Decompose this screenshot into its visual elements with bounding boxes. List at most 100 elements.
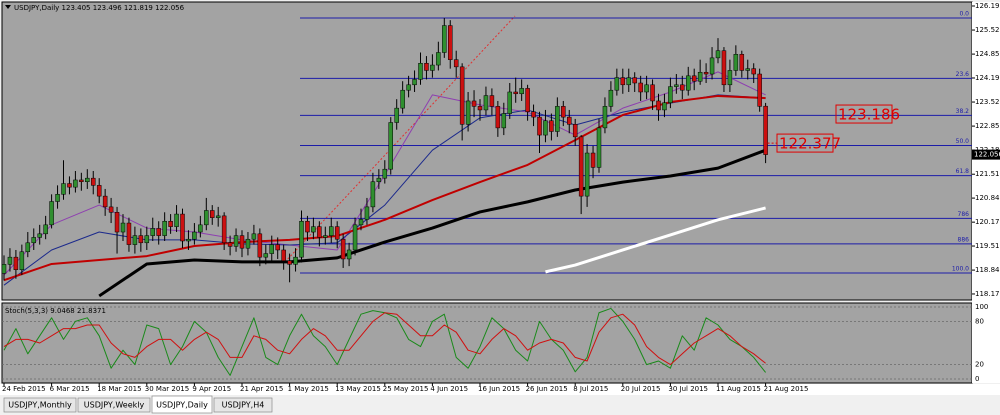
- chart-header: USDJPY,Daily 123.405 123.496 121.819 122…: [14, 4, 185, 12]
- price-scale: [972, 2, 1000, 383]
- candle-body: [329, 226, 334, 236]
- candle-body: [590, 152, 596, 168]
- x-tick-label: 13 May 2015: [335, 385, 381, 393]
- moving-average: [3, 94, 766, 282]
- tab[interactable]: [151, 395, 213, 414]
- candle-body: [150, 228, 155, 236]
- candle-body: [596, 127, 602, 168]
- menu-arrow[interactable]: [5, 5, 11, 9]
- candle-body: [138, 235, 144, 244]
- candle-body: [549, 120, 554, 132]
- candle-body: [465, 100, 471, 125]
- candle-body: [668, 86, 673, 104]
- candle-body: [25, 242, 31, 253]
- candle-body: [650, 84, 655, 102]
- candle-body: [168, 221, 173, 227]
- candle-body: [561, 106, 566, 118]
- candle-body: [543, 120, 548, 136]
- y-tick-label: 119.510: [975, 242, 1000, 250]
- x-tick-label: 30 Jul 2015: [668, 385, 708, 393]
- candle-body: [715, 50, 721, 59]
- candle-body: [323, 235, 328, 238]
- candle-body: [430, 64, 435, 71]
- candle-body: [376, 177, 382, 183]
- candle-body: [79, 179, 84, 183]
- candle-body: [757, 73, 762, 107]
- candle-body: [537, 116, 542, 136]
- candle-body: [739, 54, 745, 71]
- candle-body: [638, 82, 643, 93]
- candle-body: [269, 244, 274, 254]
- candle-body: [334, 226, 340, 240]
- tab-label[interactable]: USDJPY,Daily: [156, 401, 208, 410]
- candle-body: [567, 116, 572, 125]
- stoch-panel: [1, 302, 973, 384]
- candle-body: [751, 68, 756, 75]
- candle-body: [198, 224, 203, 233]
- tab[interactable]: [213, 397, 273, 413]
- candle-body: [358, 219, 364, 226]
- candle-body: [555, 106, 560, 132]
- candle-body: [382, 168, 388, 179]
- candle-body: [418, 63, 423, 80]
- candle-body: [233, 235, 239, 247]
- candle-body: [507, 91, 512, 114]
- candle-body: [19, 251, 25, 270]
- tab-label[interactable]: USDJPY,Weekly: [84, 401, 145, 410]
- x-tick-label: 4 Jun 2015: [430, 385, 468, 393]
- fib-label: 50.0: [956, 138, 970, 145]
- candle-body: [204, 210, 209, 226]
- stoch-tick-label: 100: [975, 303, 988, 311]
- price-label: 123.186: [838, 106, 900, 124]
- tab[interactable]: [3, 397, 77, 413]
- tab-label[interactable]: USDJPY,Monthly: [8, 401, 72, 410]
- time-scale: [0, 384, 1000, 395]
- x-tick-label: 25 May 2015: [383, 385, 429, 393]
- candle-body: [61, 183, 66, 195]
- candle-body: [126, 222, 132, 245]
- candle-body: [245, 238, 251, 249]
- candle-body: [436, 52, 441, 66]
- y-tick-label: 121.510: [975, 170, 1000, 178]
- candle-body: [572, 124, 578, 138]
- candle-body: [721, 50, 727, 86]
- candle-body: [257, 233, 263, 258]
- candle-body: [459, 66, 465, 125]
- candle-body: [531, 111, 536, 118]
- candle-body: [697, 71, 703, 82]
- candle-body: [691, 75, 697, 82]
- candle-body: [709, 57, 715, 75]
- candle-body: [686, 75, 691, 91]
- candle-body: [674, 84, 679, 87]
- candle-body: [620, 77, 626, 86]
- candle-body: [263, 253, 269, 258]
- candle-body: [73, 179, 78, 188]
- candle-body: [120, 222, 126, 233]
- stoch-header: Stoch(5,3,3) 9.0468 21.8371: [5, 307, 106, 315]
- fib-label: 23.6: [956, 71, 970, 78]
- candle-body: [608, 89, 614, 107]
- candle-body: [412, 79, 417, 86]
- stoch-tick-label: 80: [975, 317, 984, 325]
- tab[interactable]: [77, 397, 151, 413]
- candle-body: [192, 231, 197, 240]
- open-value: 123.405: [62, 4, 91, 12]
- candle-body: [1, 264, 7, 274]
- close-value: 122.056: [155, 4, 184, 12]
- candle-body: [275, 244, 280, 251]
- candle-body: [114, 212, 120, 233]
- fib-label: 786: [958, 211, 970, 218]
- fib-label: 0.0: [959, 11, 969, 18]
- candle-body: [239, 235, 245, 249]
- candle-body: [311, 226, 316, 233]
- candle-body: [644, 84, 649, 93]
- tab-label[interactable]: USDJPY,H4: [222, 401, 265, 410]
- candle-body: [584, 152, 590, 197]
- candle-body: [745, 68, 750, 71]
- candle-body: [317, 226, 322, 238]
- candle-body: [471, 100, 477, 107]
- candle-body: [626, 77, 631, 86]
- candle-body: [519, 88, 524, 95]
- x-tick-label: 18 Mar 2015: [97, 385, 141, 393]
